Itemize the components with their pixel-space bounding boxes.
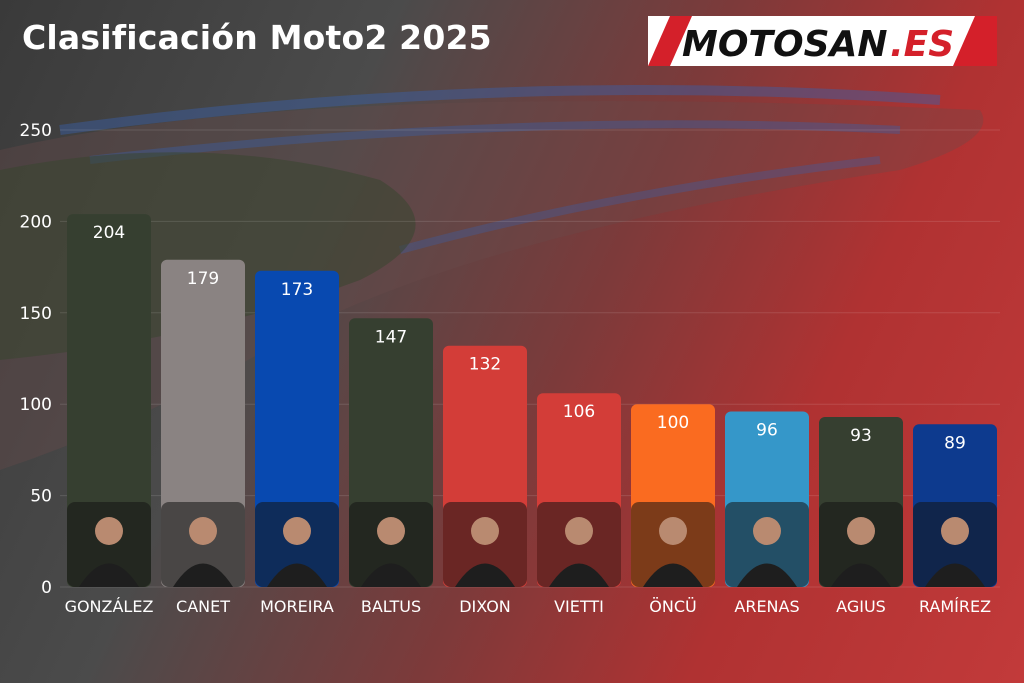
y-tick-label: 150 xyxy=(20,304,52,324)
rider-suit-icon xyxy=(79,563,139,587)
category-label: VIETTI xyxy=(554,597,604,616)
motosan-logo: MOTOSAN .ES xyxy=(648,16,997,66)
rider-suit-icon xyxy=(455,563,515,587)
value-label: 204 xyxy=(93,223,125,243)
rider-suit-icon xyxy=(643,563,703,587)
value-label: 89 xyxy=(944,433,966,453)
rider-head-icon xyxy=(753,517,781,545)
chart-title: Clasificación Moto2 2025 xyxy=(22,18,492,57)
category-label: RAMÍREZ xyxy=(919,597,991,616)
bar xyxy=(67,214,151,587)
value-label: 93 xyxy=(850,426,872,446)
logo-text: MOTOSAN xyxy=(682,24,888,65)
category-label: DIXON xyxy=(459,597,511,616)
y-tick-label: 250 xyxy=(20,121,52,141)
category-label: GONZÁLEZ xyxy=(65,597,154,616)
rider-head-icon xyxy=(95,517,123,545)
category-label: MOREIRA xyxy=(260,597,334,616)
rider-suit-icon xyxy=(361,563,421,587)
rider-suit-icon xyxy=(831,563,891,587)
logo-suffix: .ES xyxy=(890,24,954,65)
rider-suit-icon xyxy=(737,563,797,587)
category-label: ARENAS xyxy=(734,597,799,616)
y-tick-label: 100 xyxy=(20,395,52,415)
category-label: ÖNCÜ xyxy=(649,597,696,616)
value-label: 106 xyxy=(563,402,595,422)
y-tick-label: 50 xyxy=(30,487,52,507)
rider-head-icon xyxy=(377,517,405,545)
rider-head-icon xyxy=(847,517,875,545)
value-label: 96 xyxy=(756,421,778,441)
y-tick-label: 0 xyxy=(41,578,52,598)
category-label: BALTUS xyxy=(361,597,421,616)
y-tick-label: 200 xyxy=(20,212,52,232)
rider-head-icon xyxy=(659,517,687,545)
category-label: AGIUS xyxy=(836,597,886,616)
rider-suit-icon xyxy=(173,563,233,587)
rider-head-icon xyxy=(471,517,499,545)
rider-head-icon xyxy=(189,517,217,545)
value-label: 100 xyxy=(657,413,689,433)
value-label: 179 xyxy=(187,269,219,289)
category-label: CANET xyxy=(176,597,230,616)
rider-head-icon xyxy=(941,517,969,545)
value-label: 147 xyxy=(375,327,407,347)
y-axis-ticks: 0 50 100 150 200 250 xyxy=(20,121,52,598)
labels: 204 GONZÁLEZ 179 CANET 173 MOREIRA 147 BALTUS 13… xyxy=(65,223,992,616)
rider-head-icon xyxy=(565,517,593,545)
rider-head-icon xyxy=(283,517,311,545)
value-label: 132 xyxy=(469,355,501,375)
bars xyxy=(67,214,997,587)
value-label: 173 xyxy=(281,280,313,300)
rider-suit-icon xyxy=(549,563,609,587)
rider-suit-icon xyxy=(925,563,985,587)
rider-suit-icon xyxy=(267,563,327,587)
